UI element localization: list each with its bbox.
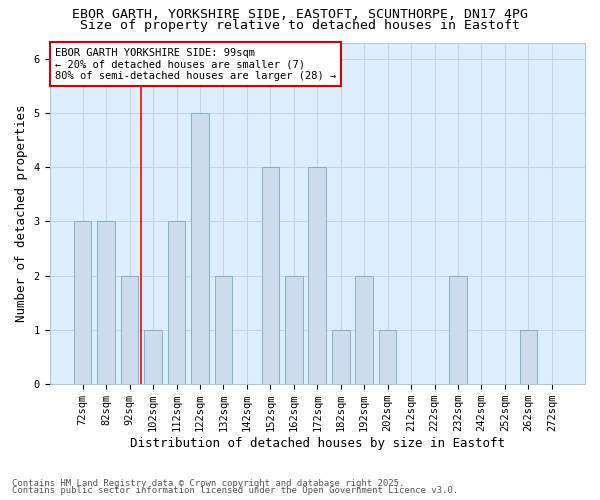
Bar xyxy=(285,276,302,384)
Bar xyxy=(144,330,162,384)
X-axis label: Distribution of detached houses by size in Eastoft: Distribution of detached houses by size … xyxy=(130,437,505,450)
Bar xyxy=(215,276,232,384)
Y-axis label: Number of detached properties: Number of detached properties xyxy=(15,104,28,322)
Text: Contains public sector information licensed under the Open Government Licence v3: Contains public sector information licen… xyxy=(12,486,458,495)
Text: Size of property relative to detached houses in Eastoft: Size of property relative to detached ho… xyxy=(80,18,520,32)
Bar xyxy=(168,222,185,384)
Text: EBOR GARTH, YORKSHIRE SIDE, EASTOFT, SCUNTHORPE, DN17 4PG: EBOR GARTH, YORKSHIRE SIDE, EASTOFT, SCU… xyxy=(72,8,528,20)
Text: Contains HM Land Registry data © Crown copyright and database right 2025.: Contains HM Land Registry data © Crown c… xyxy=(12,478,404,488)
Bar xyxy=(355,276,373,384)
Bar xyxy=(97,222,115,384)
Bar xyxy=(449,276,467,384)
Bar xyxy=(262,168,279,384)
Text: EBOR GARTH YORKSHIRE SIDE: 99sqm
← 20% of detached houses are smaller (7)
80% of: EBOR GARTH YORKSHIRE SIDE: 99sqm ← 20% o… xyxy=(55,48,336,81)
Bar xyxy=(520,330,537,384)
Bar xyxy=(191,113,209,384)
Bar xyxy=(379,330,397,384)
Bar xyxy=(332,330,350,384)
Bar xyxy=(121,276,139,384)
Bar xyxy=(308,168,326,384)
Bar xyxy=(74,222,91,384)
